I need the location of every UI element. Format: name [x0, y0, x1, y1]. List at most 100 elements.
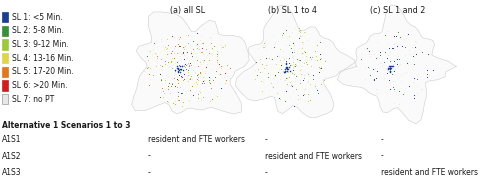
Point — [386, 67, 394, 70]
Point — [412, 52, 420, 55]
Point — [153, 57, 161, 60]
Point — [281, 69, 289, 72]
Point — [282, 62, 290, 65]
Point — [271, 41, 279, 44]
Point — [356, 57, 364, 60]
Point — [306, 56, 314, 59]
Point — [362, 77, 370, 80]
Point — [288, 70, 296, 73]
Point — [213, 49, 221, 52]
Point — [208, 46, 216, 49]
Point — [284, 83, 292, 86]
Point — [300, 74, 308, 78]
Point — [276, 59, 283, 62]
Point — [312, 59, 320, 62]
Point — [171, 72, 179, 75]
Point — [303, 70, 311, 74]
Point — [281, 68, 289, 71]
Point — [178, 76, 186, 79]
Point — [388, 47, 396, 50]
Point — [174, 43, 182, 46]
Point — [220, 72, 228, 75]
Point — [282, 63, 290, 66]
Point — [205, 51, 213, 54]
Point — [372, 56, 380, 59]
Point — [168, 60, 175, 63]
Point — [206, 35, 214, 38]
Point — [282, 66, 290, 69]
Point — [174, 69, 182, 72]
Point — [158, 67, 166, 70]
Point — [298, 61, 306, 64]
Point — [384, 66, 392, 69]
Text: (b) SL 1 to 4: (b) SL 1 to 4 — [268, 6, 317, 15]
Point — [392, 34, 400, 37]
Point — [397, 73, 405, 76]
Point — [385, 64, 393, 67]
Point — [217, 86, 225, 89]
Point — [169, 102, 177, 105]
Point — [180, 72, 188, 75]
Point — [410, 62, 418, 65]
Point — [366, 55, 374, 58]
Point — [390, 34, 398, 37]
Point — [151, 51, 159, 55]
Point — [210, 75, 218, 78]
Point — [282, 61, 290, 64]
Point — [277, 74, 285, 77]
Point — [290, 27, 298, 30]
Point — [186, 76, 194, 79]
Text: A1S3: A1S3 — [2, 168, 21, 177]
Point — [322, 75, 330, 78]
Point — [168, 81, 175, 84]
Point — [317, 57, 325, 60]
Point — [306, 82, 314, 85]
Polygon shape — [236, 5, 356, 118]
Point — [376, 61, 384, 64]
Point — [310, 77, 318, 80]
Point — [199, 52, 207, 55]
Point — [384, 29, 392, 32]
Text: -: - — [381, 152, 384, 161]
Text: resident and FTE workers: resident and FTE workers — [265, 152, 362, 161]
Point — [160, 91, 168, 94]
Point — [178, 64, 186, 67]
Bar — [2, 39, 8, 50]
Point — [282, 68, 290, 71]
Point — [206, 82, 214, 85]
Point — [373, 55, 381, 59]
Point — [276, 64, 284, 67]
Point — [179, 52, 187, 55]
Point — [302, 87, 310, 90]
Point — [284, 75, 292, 78]
Point — [276, 97, 283, 100]
Point — [199, 58, 207, 61]
Point — [289, 68, 297, 71]
Point — [400, 91, 408, 94]
Point — [192, 72, 200, 75]
Point — [178, 92, 186, 95]
Point — [387, 67, 395, 70]
Point — [201, 70, 209, 73]
Point — [279, 70, 287, 73]
Point — [368, 49, 376, 52]
Point — [282, 43, 290, 46]
Point — [288, 62, 296, 65]
Point — [383, 57, 391, 60]
Point — [170, 46, 177, 49]
Point — [178, 79, 186, 82]
Point — [168, 77, 176, 80]
Point — [394, 65, 402, 68]
Point — [376, 54, 384, 57]
Point — [260, 66, 268, 69]
Point — [168, 49, 176, 52]
Point — [186, 62, 194, 65]
Point — [262, 63, 270, 66]
Point — [283, 69, 291, 72]
Point — [150, 41, 158, 44]
Point — [301, 86, 309, 89]
Point — [296, 29, 304, 32]
Point — [192, 55, 200, 58]
Point — [320, 78, 328, 82]
Point — [314, 43, 322, 46]
